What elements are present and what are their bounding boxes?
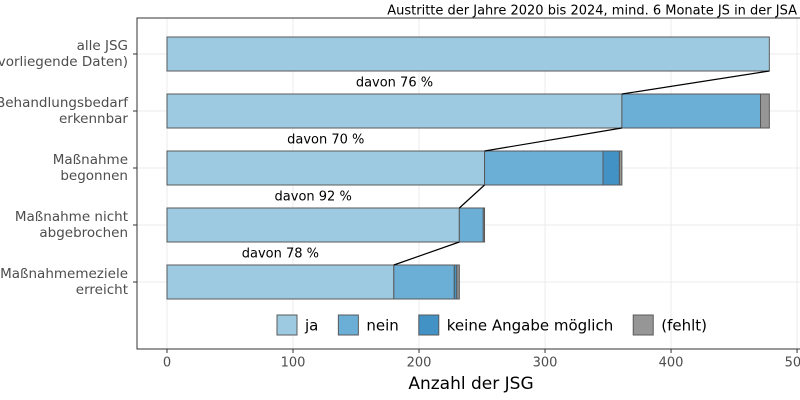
bar-segment (166, 150, 486, 186)
y-tick-label: Maßnahmemeziele (0, 266, 128, 282)
funnel-connector (393, 241, 460, 266)
x-tick-label: 300 (533, 356, 558, 371)
y-tick-label: alle JSG (77, 38, 128, 54)
x-tick-label: 200 (407, 356, 432, 371)
bar-segment (618, 150, 623, 186)
annotation: davon 78 % (242, 247, 319, 262)
legend-label: keine Angabe möglich (447, 317, 613, 335)
bar-segment (456, 264, 460, 300)
bar-segment (166, 207, 460, 243)
y-tick-label: erkennbar (59, 111, 128, 127)
funnel-connector (484, 127, 623, 152)
x-tick-label: 400 (659, 356, 684, 371)
bar-segment (484, 150, 604, 186)
legend-swatch (632, 314, 654, 336)
legend: ja nein keine Angabe möglich (fehlt) (276, 314, 707, 336)
legend-swatch (337, 314, 359, 336)
legend-label: (fehlt) (661, 317, 707, 335)
y-tick-label: Behandlungsbedarf (0, 95, 129, 111)
bar-segment (482, 207, 486, 243)
legend-swatch (276, 314, 298, 336)
y-tick-label: Maßnahme (53, 152, 128, 168)
x-tick-label: 100 (281, 356, 306, 371)
legend-swatch (418, 314, 440, 336)
bar-segment (602, 150, 620, 186)
bar-segment (166, 93, 623, 129)
y-tick-label: begonnen (60, 168, 128, 184)
funnel-connector (458, 184, 485, 209)
bar-segment (760, 93, 770, 129)
y-tick-label: Maßnahme nicht (15, 209, 128, 225)
bar-segment (621, 93, 762, 129)
annotation: davon 92 % (275, 190, 352, 205)
y-tick-label: (vorliegende Daten) (0, 54, 128, 70)
annotation: davon 76 % (356, 76, 433, 91)
bar-segment (393, 264, 455, 300)
y-tick-label: abgebrochen (39, 225, 128, 241)
y-tick-label: erreicht (76, 282, 128, 298)
legend-label: nein (366, 317, 398, 335)
plot-border (136, 17, 800, 350)
legend-label: ja (304, 317, 318, 335)
x-tick-label: 0 (163, 356, 171, 371)
x-tick-label: 500 (785, 356, 800, 371)
funnel-connector (621, 70, 770, 95)
annotation: davon 70 % (287, 133, 364, 148)
x-axis-title: Anzahl der JSG (408, 374, 533, 394)
bar-segment (166, 264, 395, 300)
bar-segment (458, 207, 484, 243)
bar-segment (166, 36, 770, 72)
chart-title: Austritte der Jahre 2020 bis 2024, mind.… (387, 4, 797, 19)
